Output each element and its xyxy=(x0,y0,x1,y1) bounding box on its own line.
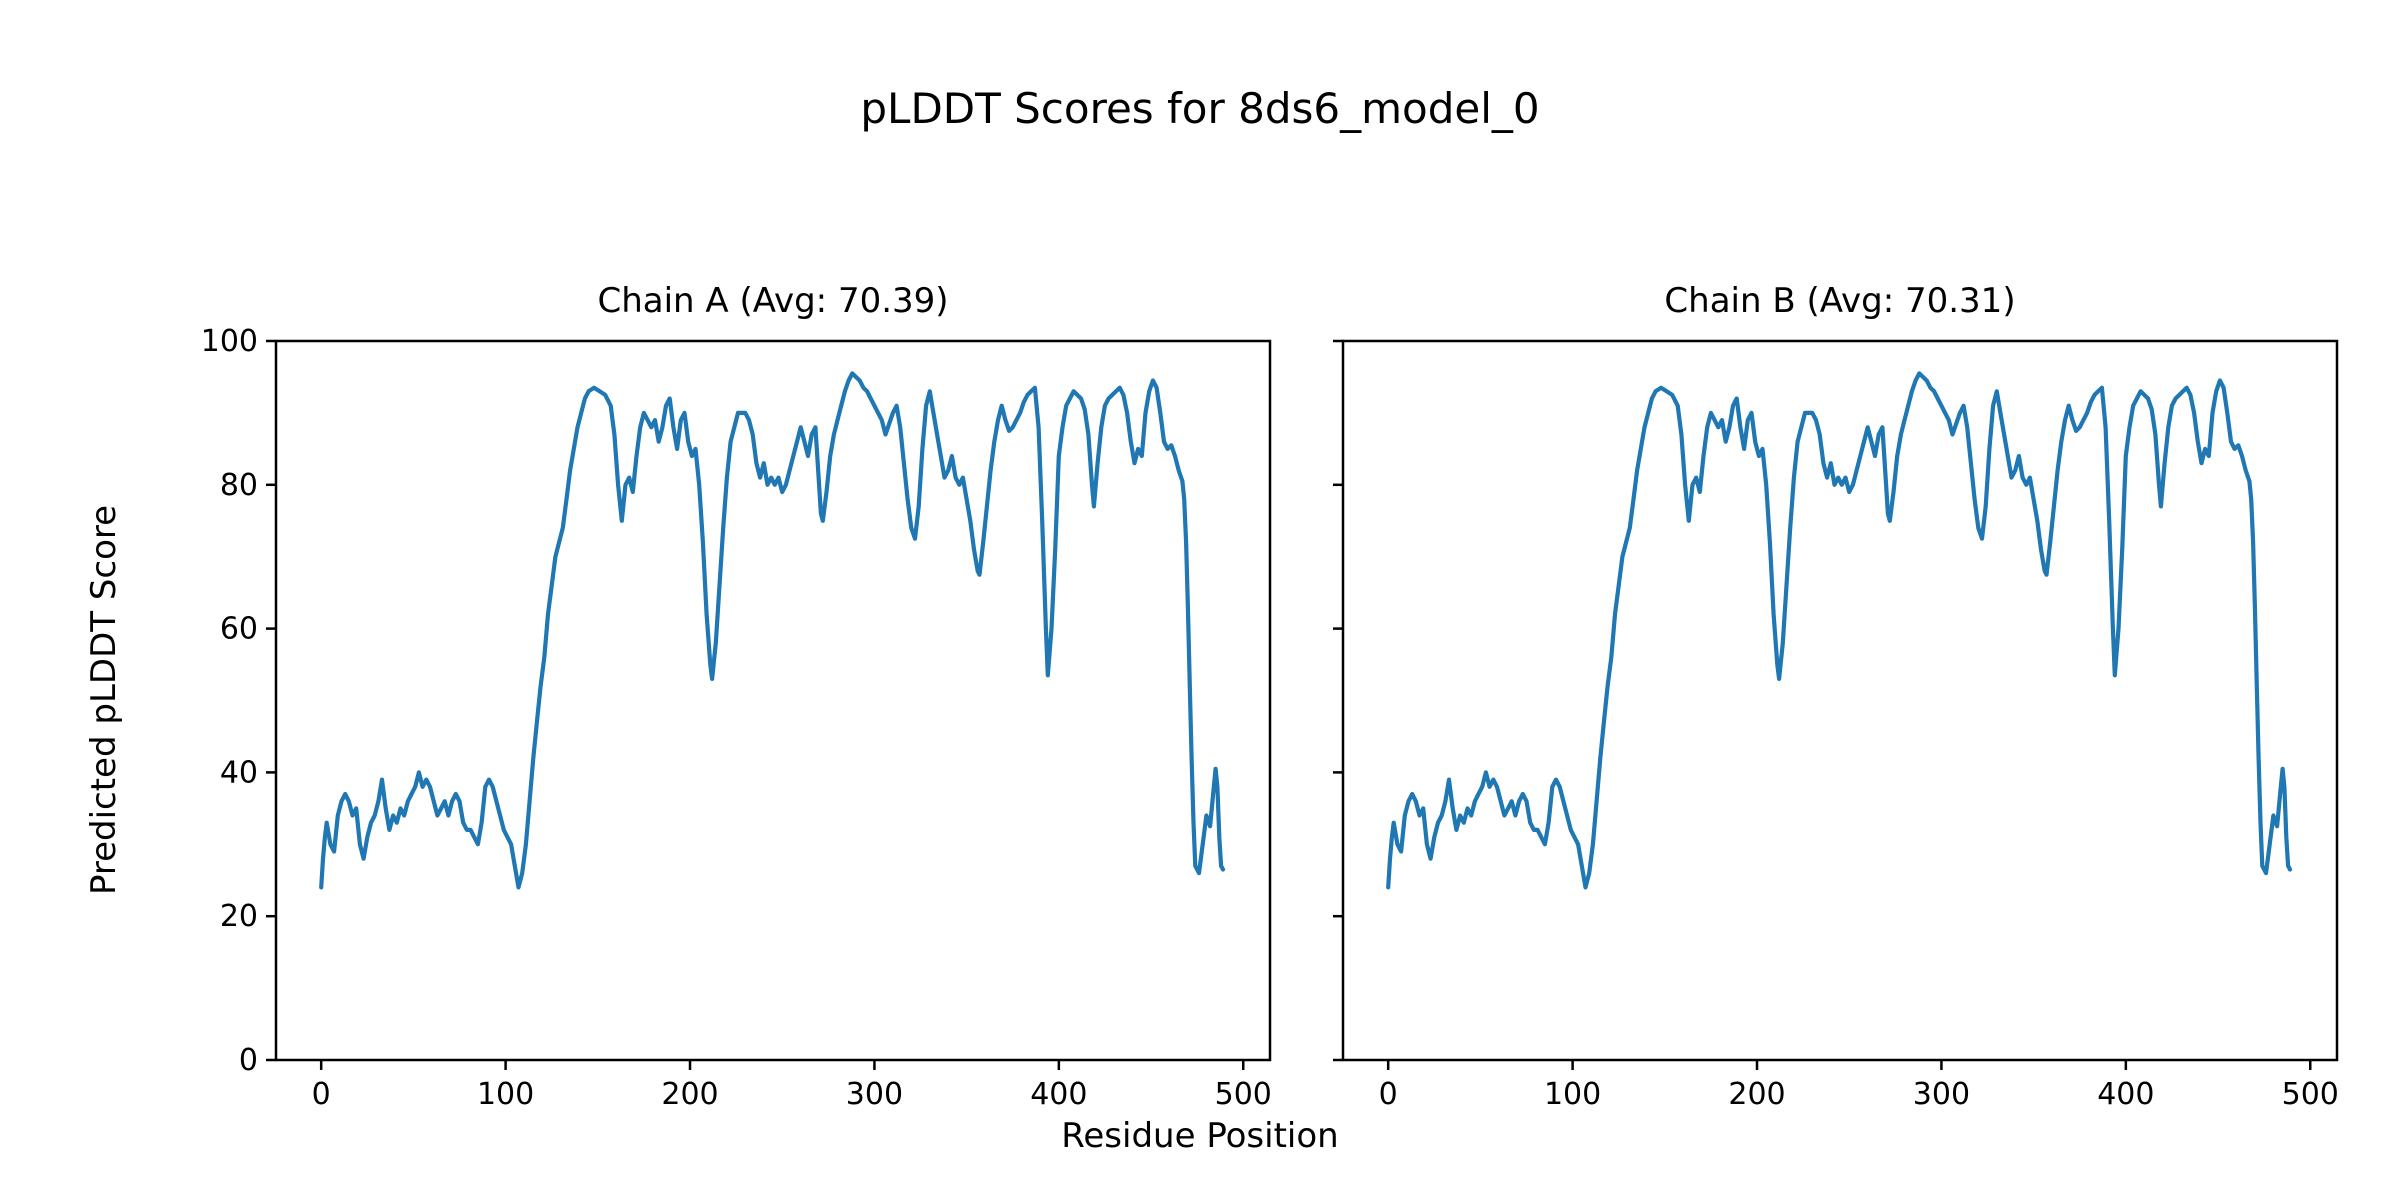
x-tick-label: 300 xyxy=(1913,1077,1970,1112)
y-axis-label: Predicted pLDDT Score xyxy=(84,504,124,896)
y-tick-label: 0 xyxy=(239,1043,258,1078)
subplot-title-chain-b: Chain B (Avg: 70.31) xyxy=(1664,281,2016,321)
axes-spines-chain-b xyxy=(1341,339,2339,1062)
x-axis-label: Residue Position xyxy=(1061,1116,1339,1156)
y-tick-label: 60 xyxy=(220,612,258,647)
figure-title: pLDDT Scores for 8ds6_model_0 xyxy=(860,84,1540,133)
x-tick-label: 100 xyxy=(1544,1077,1601,1112)
x-tick-label: 200 xyxy=(661,1077,718,1112)
y-tick-label: 100 xyxy=(201,324,258,359)
axes-spines-chain-a xyxy=(274,339,1272,1062)
x-tick-label: 0 xyxy=(312,1077,331,1112)
y-tick-label: 80 xyxy=(220,468,258,503)
plddt-line-chain-a xyxy=(319,371,1226,890)
plddt-line-chain-b xyxy=(1386,371,2293,890)
x-tick-label: 200 xyxy=(1728,1077,1785,1112)
x-tick-label: 0 xyxy=(1379,1077,1398,1112)
x-tick-label: 400 xyxy=(1030,1077,1087,1112)
x-tick-label: 300 xyxy=(846,1077,903,1112)
subplot-title-chain-a: Chain A (Avg: 70.39) xyxy=(597,281,949,321)
y-tick-label: 20 xyxy=(220,899,258,934)
x-tick-label: 100 xyxy=(477,1077,534,1112)
x-tick-label: 400 xyxy=(2097,1077,2154,1112)
x-tick-label: 500 xyxy=(1215,1077,1272,1112)
y-tick-label: 40 xyxy=(220,755,258,790)
x-tick-label: 500 xyxy=(2282,1077,2339,1112)
